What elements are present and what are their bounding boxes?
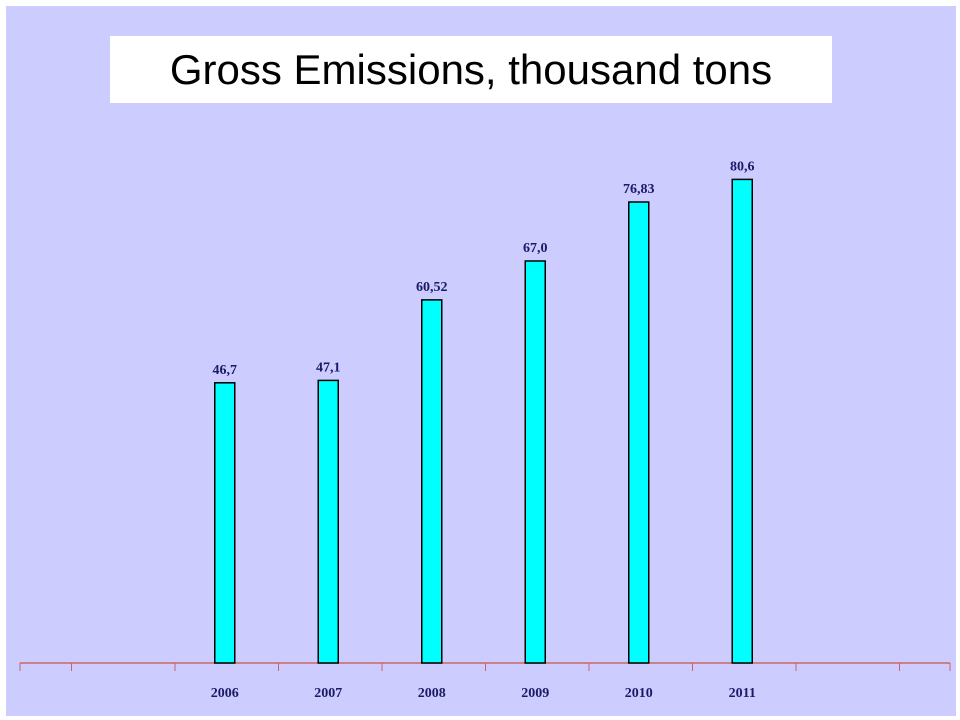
bar-label-2007: 47,1 — [316, 360, 341, 375]
bar-2010 — [628, 201, 650, 664]
chart-title: Gross Emissions, thousand tons — [169, 45, 773, 93]
x-tick-label-2006: 2006 — [211, 686, 239, 701]
x-tick-label-2011: 2011 — [729, 686, 756, 701]
bar-label-2011: 80,6 — [730, 159, 755, 174]
bar-2008 — [421, 299, 443, 664]
x-tick-label-2009: 2009 — [521, 686, 549, 701]
bar-label-2006: 46,7 — [213, 363, 238, 378]
bar-2006 — [214, 382, 236, 664]
plot-background — [6, 6, 956, 716]
bar-label-2009: 67,0 — [523, 241, 548, 256]
bar-2009 — [524, 260, 546, 664]
bar-label-2008: 60,52 — [416, 280, 448, 295]
bar-label-2010: 76,83 — [623, 182, 655, 197]
x-tick-label-2007: 2007 — [314, 686, 342, 701]
x-tick-label-2008: 2008 — [418, 686, 446, 701]
chart-title-box: Gross Emissions, thousand tons — [110, 36, 832, 103]
x-tick-label-2010: 2010 — [625, 686, 653, 701]
bar-2011 — [731, 178, 753, 664]
bar-2007 — [317, 379, 339, 664]
